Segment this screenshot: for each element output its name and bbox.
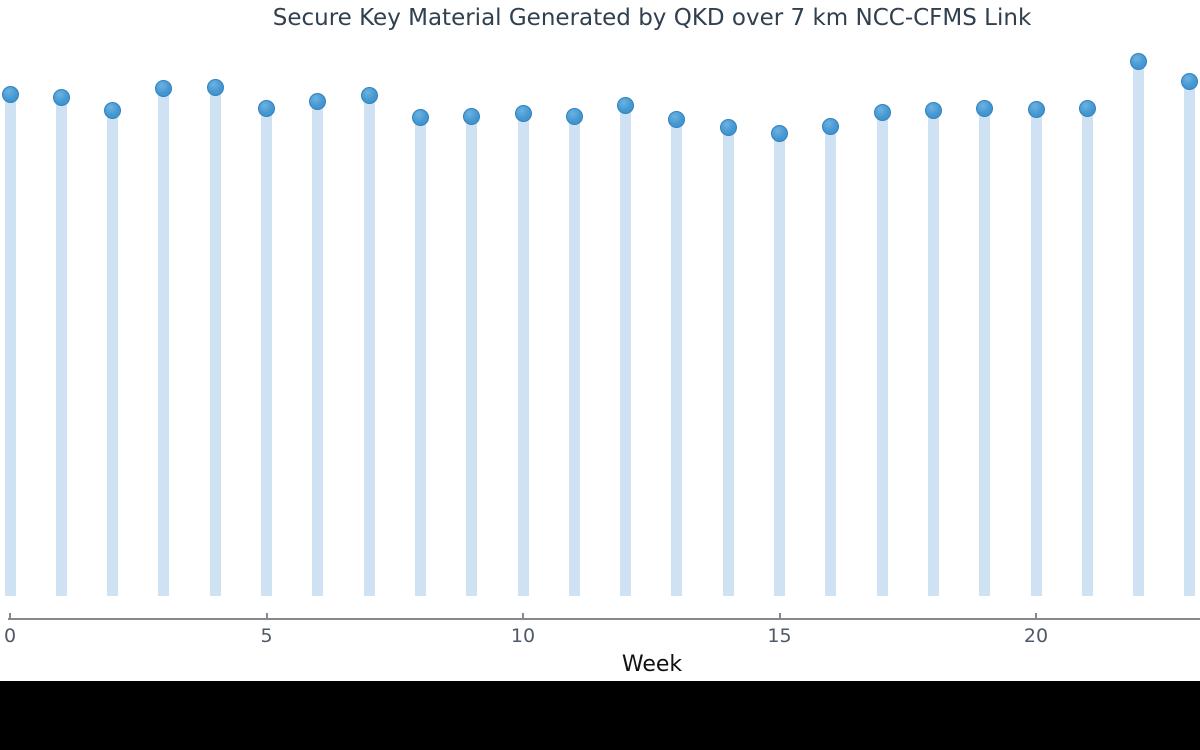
data-point-marker-week-10 (514, 105, 532, 123)
data-point-marker-week-19 (976, 99, 994, 117)
stem-week-10 (517, 113, 529, 596)
x-axis-label: Week (621, 652, 683, 677)
data-point-marker-week-21 (1078, 99, 1096, 117)
stem-week-3 (158, 88, 170, 596)
x-tick-mark-20 (1035, 613, 1037, 618)
data-point-marker-week-17 (873, 104, 891, 122)
data-point-marker-week-7 (360, 87, 378, 105)
stem-week-11 (568, 116, 580, 596)
data-point-marker-week-16 (822, 118, 840, 136)
stem-week-19 (979, 108, 991, 596)
stem-week-6 (312, 101, 324, 596)
chart-title: Secure Key Material Generated by QKD ove… (272, 5, 1032, 31)
data-point-marker-week-0 (1, 85, 19, 103)
data-point-marker-week-5 (258, 99, 275, 117)
stem-week-4 (209, 87, 221, 596)
x-tick-mark-0 (9, 613, 11, 618)
stem-week-20 (1030, 109, 1042, 596)
x-tick-label-5: 5 (260, 625, 273, 647)
data-point-marker-week-13 (668, 111, 686, 129)
stem-week-5 (261, 108, 272, 596)
stem-week-23 (1184, 81, 1196, 596)
x-tick-label-20: 20 (1023, 625, 1049, 647)
data-point-marker-week-8 (411, 109, 429, 127)
data-point-marker-week-15 (771, 125, 788, 143)
plot-area (1, 52, 1199, 596)
data-point-marker-week-6 (309, 92, 327, 110)
data-point-marker-week-4 (206, 79, 224, 97)
x-tick-mark-5 (265, 613, 268, 618)
stem-week-17 (876, 112, 888, 596)
stem-week-2 (107, 110, 119, 596)
stem-week-1 (55, 97, 67, 596)
x-tick-label-0: 0 (3, 625, 17, 647)
stem-week-22 (1133, 61, 1145, 596)
data-point-marker-week-12 (617, 97, 635, 115)
stem-week-21 (1081, 108, 1093, 596)
stem-week-7 (363, 95, 375, 596)
data-point-marker-week-2 (104, 102, 122, 120)
data-point-marker-week-3 (155, 80, 173, 98)
stem-week-0 (4, 94, 16, 596)
stem-week-15 (774, 133, 785, 596)
data-point-marker-week-23 (1181, 73, 1199, 91)
x-tick-label-10: 10 (510, 625, 536, 647)
x-axis-line (8, 618, 1200, 620)
stem-week-9 (466, 116, 478, 596)
data-point-marker-week-1 (52, 89, 70, 107)
x-tick-mark-15 (778, 613, 781, 618)
data-point-marker-week-14 (719, 118, 737, 136)
stem-week-12 (620, 105, 632, 596)
stem-week-18 (927, 110, 939, 596)
data-point-marker-week-22 (1130, 52, 1148, 70)
data-point-marker-week-20 (1027, 101, 1045, 119)
letterbox-bar (0, 681, 1200, 750)
stem-week-16 (825, 126, 837, 596)
x-tick-label-15: 15 (767, 625, 792, 647)
data-point-marker-week-11 (565, 108, 583, 126)
x-tick-mark-10 (522, 613, 524, 618)
data-point-marker-week-18 (924, 102, 942, 120)
stem-week-14 (722, 127, 734, 596)
stem-week-8 (414, 117, 426, 596)
stem-week-13 (671, 119, 683, 596)
data-point-marker-week-9 (463, 107, 481, 125)
